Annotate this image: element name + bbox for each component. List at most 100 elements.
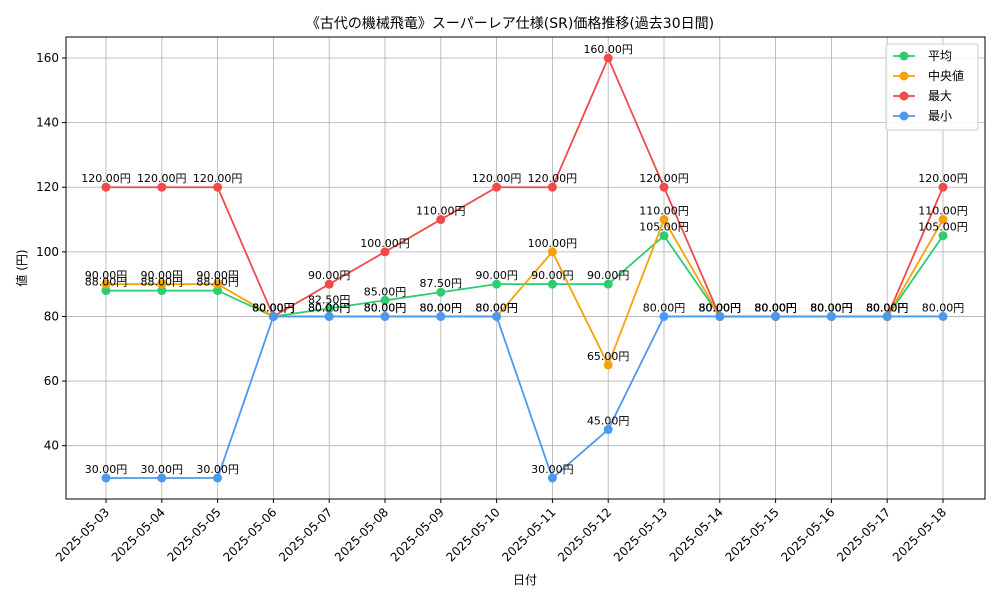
- data-label: 30.00円: [196, 463, 239, 476]
- data-label: 90.00円: [85, 269, 128, 282]
- data-label: 90.00円: [531, 269, 574, 282]
- y-tick-label: 120: [36, 180, 59, 194]
- data-label: 82.50円: [308, 293, 351, 306]
- data-label: 85.00円: [364, 285, 407, 298]
- data-label: 87.50円: [420, 277, 463, 290]
- data-label: 80.00円: [922, 301, 965, 314]
- data-point: [436, 287, 446, 297]
- chart-title: 《古代の機械飛竜》スーパーレア仕様(SR)価格推移(過去30日間): [306, 15, 714, 32]
- data-point: [101, 473, 111, 483]
- data-point: [659, 311, 669, 321]
- data-label: 65.00円: [587, 350, 630, 363]
- data-label: 90.00円: [196, 269, 239, 282]
- data-label: 120.00円: [639, 172, 689, 185]
- data-label: 105.00円: [639, 221, 689, 234]
- data-label: 80.00円: [754, 301, 797, 314]
- data-point: [324, 311, 334, 321]
- plot-frame: [65, 36, 986, 500]
- legend-label: 中央値: [928, 68, 964, 83]
- data-label: 80.00円: [364, 301, 407, 314]
- data-point: [157, 473, 167, 483]
- legend-marker: [899, 71, 909, 81]
- grid-lines: [66, 37, 985, 499]
- data-label: 105.00円: [918, 221, 968, 234]
- data-point: [492, 182, 502, 192]
- legend-label: 最大: [928, 89, 952, 103]
- legend-label: 最小: [928, 109, 952, 123]
- data-point: [213, 182, 223, 192]
- data-point: [436, 215, 446, 225]
- data-point: [324, 303, 334, 313]
- data-label: 80.00円: [810, 301, 853, 314]
- data-label: 80.00円: [420, 301, 463, 314]
- data-label: 80.00円: [699, 301, 742, 314]
- data-label: 160.00円: [583, 43, 633, 56]
- data-point: [882, 311, 892, 321]
- data-point: [380, 247, 390, 257]
- data-label: 110.00円: [416, 205, 466, 218]
- data-point: [547, 247, 557, 257]
- data-label: 88.00円: [196, 276, 239, 289]
- data-point: [771, 311, 781, 321]
- legend-marker: [899, 51, 909, 61]
- data-label: 30.00円: [85, 463, 128, 476]
- data-label: 80.00円: [866, 301, 909, 314]
- data-label: 110.00円: [918, 205, 968, 218]
- data-point: [157, 286, 167, 296]
- data-point: [938, 311, 948, 321]
- data-label: 80.00円: [810, 301, 853, 314]
- data-label: 90.00円: [308, 269, 351, 282]
- y-tick-label: 140: [36, 116, 59, 130]
- data-label: 100.00円: [528, 237, 578, 250]
- data-point: [157, 182, 167, 192]
- data-label: 30.00円: [531, 463, 574, 476]
- data-point: [101, 279, 111, 289]
- data-point: [603, 279, 613, 289]
- legend-box: [885, 43, 979, 131]
- data-label: 80.00円: [252, 301, 295, 314]
- data-label: 90.00円: [475, 269, 518, 282]
- data-labels-layer: 88.00円 88.00円 88.00円80.00円82.50円85.00円87.5…: [81, 43, 968, 476]
- series-line: [106, 315, 943, 480]
- data-label: 120.00円: [472, 172, 522, 185]
- series-layer: [101, 53, 948, 483]
- data-point: [547, 279, 557, 289]
- data-label: 80.00円: [754, 301, 797, 314]
- data-label: 80.00円: [364, 301, 407, 314]
- data-point: [603, 425, 613, 435]
- data-label: 80.00円: [475, 301, 518, 314]
- data-label: 80.00円: [420, 301, 463, 314]
- data-point: [492, 279, 502, 289]
- y-axis-ticks: 40 60 80 100 120 140 160: [36, 51, 66, 453]
- data-point: [101, 286, 111, 296]
- data-label: 120.00円: [81, 172, 131, 185]
- data-point: [324, 279, 334, 289]
- data-point: [938, 215, 948, 225]
- data-label: 120.00円: [193, 172, 243, 185]
- data-point: [938, 231, 948, 241]
- data-label: 120.00円: [918, 172, 968, 185]
- data-point: [492, 311, 502, 321]
- data-point: [213, 473, 223, 483]
- data-point: [659, 215, 669, 225]
- data-label: 110.00円: [639, 205, 689, 218]
- data-point: [213, 279, 223, 289]
- legend-label: 平均: [928, 49, 952, 63]
- y-tick-label: 60: [44, 374, 59, 388]
- data-label: 80.00円: [308, 301, 351, 314]
- data-label: 80.00円: [699, 301, 742, 314]
- data-label: 120.00円: [528, 172, 578, 185]
- data-point: [603, 360, 613, 370]
- data-label: 80.00円: [475, 301, 518, 314]
- data-point: [603, 53, 613, 63]
- data-label: 90.00円: [587, 269, 630, 282]
- data-point: [547, 473, 557, 483]
- data-label: 80.00円: [252, 301, 295, 314]
- y-tick-label: 40: [44, 439, 59, 453]
- y-tick-label: 160: [36, 51, 59, 65]
- data-label: 80.00円: [643, 301, 686, 314]
- data-label: 80.00円: [810, 301, 853, 314]
- data-label: 80.00円: [754, 301, 797, 314]
